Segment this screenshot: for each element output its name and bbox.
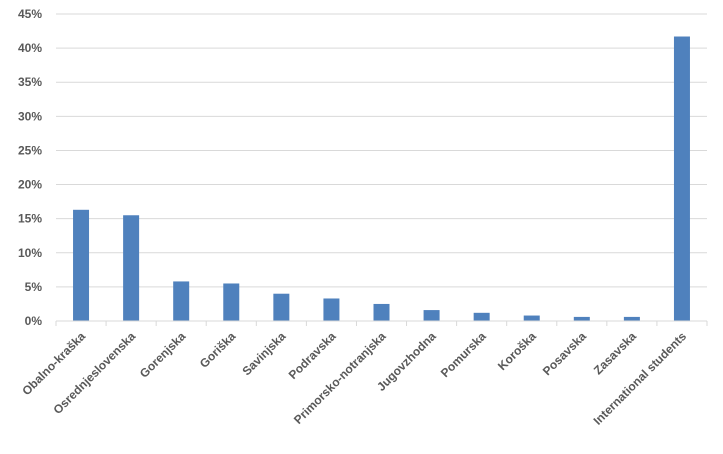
x-category-label: Primorsko-notranjska (291, 329, 389, 427)
y-tick-label: 5% (25, 280, 43, 294)
bar (673, 36, 690, 321)
x-category-label: Pomurska (438, 329, 489, 380)
x-category-label: Gorenjska (137, 329, 189, 381)
y-tick-label: 25% (18, 143, 42, 157)
x-category-label: International students (591, 329, 690, 428)
y-axis-tick-labels: 0% 5% 10% 15% 20% 25% 30% 35% 40% 45% (18, 7, 42, 328)
bar (173, 281, 190, 321)
x-category-label: Posavska (540, 329, 589, 378)
bar (273, 293, 290, 321)
y-tick-label: 10% (18, 246, 42, 260)
bar (573, 316, 590, 321)
y-tick-label: 45% (18, 7, 42, 21)
y-tick-label: 40% (18, 41, 42, 55)
bar (623, 316, 640, 321)
bar (473, 312, 490, 321)
x-axis-tick-marks (55, 321, 708, 326)
x-category-label: Goriška (197, 329, 239, 371)
x-category-label: Savinjska (239, 329, 288, 378)
bar (73, 209, 90, 321)
bar (523, 315, 540, 321)
x-category-label: Zasavska (591, 329, 639, 377)
bar (223, 283, 240, 321)
bars (73, 36, 690, 321)
y-tick-label: 15% (18, 212, 42, 226)
bar (423, 310, 440, 321)
y-tick-label: 35% (18, 75, 42, 89)
bar (323, 298, 340, 321)
y-tick-label: 30% (18, 109, 42, 123)
x-category-label: Podravska (286, 329, 339, 382)
y-tick-label: 20% (18, 178, 42, 192)
bar (373, 303, 390, 321)
gridlines (56, 13, 707, 288)
x-category-label: Koroška (495, 329, 539, 373)
x-category-label: Osrednjeslovenska (51, 329, 139, 417)
y-tick-label: 0% (25, 314, 43, 328)
bar (123, 215, 140, 321)
